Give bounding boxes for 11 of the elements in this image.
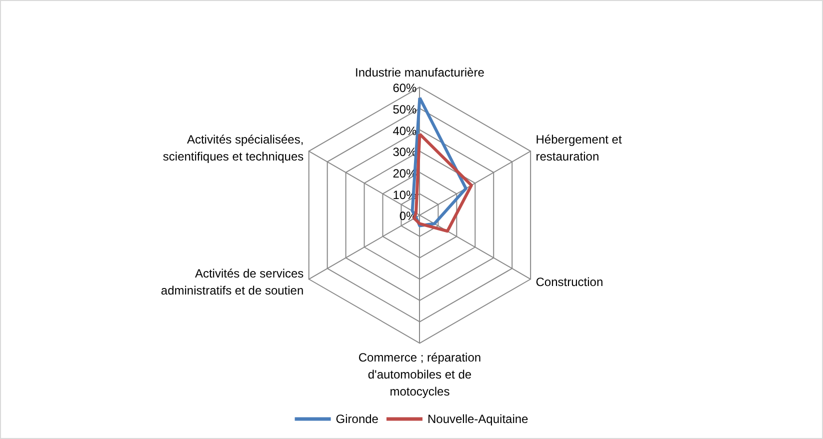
spoke-label: Construction xyxy=(536,275,604,290)
y-tick-label: 50% xyxy=(392,102,418,116)
spoke-label: Commerce ; réparation d'automobiles et de motocycles xyxy=(358,350,482,399)
spoke-label: Industrie manufacturière xyxy=(355,66,485,80)
y-tick-label: 40% xyxy=(392,124,418,138)
spoke-label: Hébergement et restauration xyxy=(536,132,622,164)
legend-label: Nouvelle-Aquitaine xyxy=(427,412,529,426)
spoke-label: Activités spécialisées, scientifiques et techniques xyxy=(162,132,304,164)
y-tick-label: 60% xyxy=(392,81,418,96)
spoke-label: Activités de services administratifs et de soutien xyxy=(160,266,304,298)
legend-label: Gironde xyxy=(336,412,379,426)
